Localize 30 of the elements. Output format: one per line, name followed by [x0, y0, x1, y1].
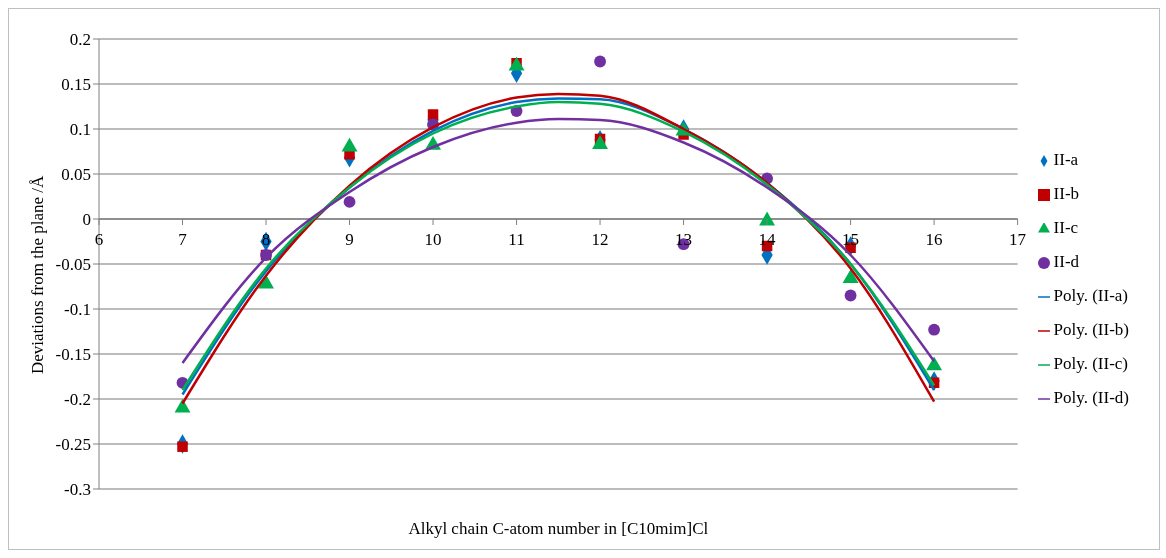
y-tick-label: -0.2 [64, 390, 91, 410]
legend-label: II-a [1053, 150, 1079, 169]
x-axis-title: Alkyl chain C-atom number in [C10mim]Cl [408, 519, 709, 538]
y-tick-label: 0.2 [69, 30, 91, 50]
y-tick-label: -0.1 [64, 300, 91, 320]
x-tick-label: 17 [1009, 230, 1027, 249]
legend-label: II-b [1053, 184, 1080, 203]
y-axis-title: Deviations from the plane /Å [28, 175, 48, 374]
x-tick-label: 16 [925, 230, 943, 249]
x-tick-label: 8 [261, 230, 271, 249]
y-tick-label: 0.15 [61, 75, 91, 95]
legend-label: Poly. (II-c) [1053, 354, 1129, 373]
y-tick-label: -0.05 [55, 255, 91, 275]
x-tick-label: 9 [345, 230, 354, 249]
legend-label: Poly. (II-b) [1053, 320, 1129, 339]
y-tick-label: 0.05 [61, 165, 91, 185]
legend-label: Poly. (II-a) [1053, 286, 1129, 305]
y-tick-label: 0.1 [69, 120, 91, 140]
x-tick-label: 11 [508, 230, 525, 249]
x-tick-label: 12 [591, 230, 609, 249]
y-tick-label: -0.3 [64, 480, 91, 500]
y-tick-label: -0.15 [55, 345, 91, 365]
x-tick-label: 7 [178, 230, 188, 249]
x-tick-label: 6 [94, 230, 104, 249]
y-tick-label: -0.25 [55, 435, 91, 455]
x-tick-label: 10 [424, 230, 442, 249]
legend-label: Poly. (II-d) [1053, 388, 1129, 407]
legend-label: II-c [1053, 218, 1079, 237]
y-tick-label: 0 [82, 210, 91, 230]
legend-label: II-d [1053, 252, 1080, 271]
